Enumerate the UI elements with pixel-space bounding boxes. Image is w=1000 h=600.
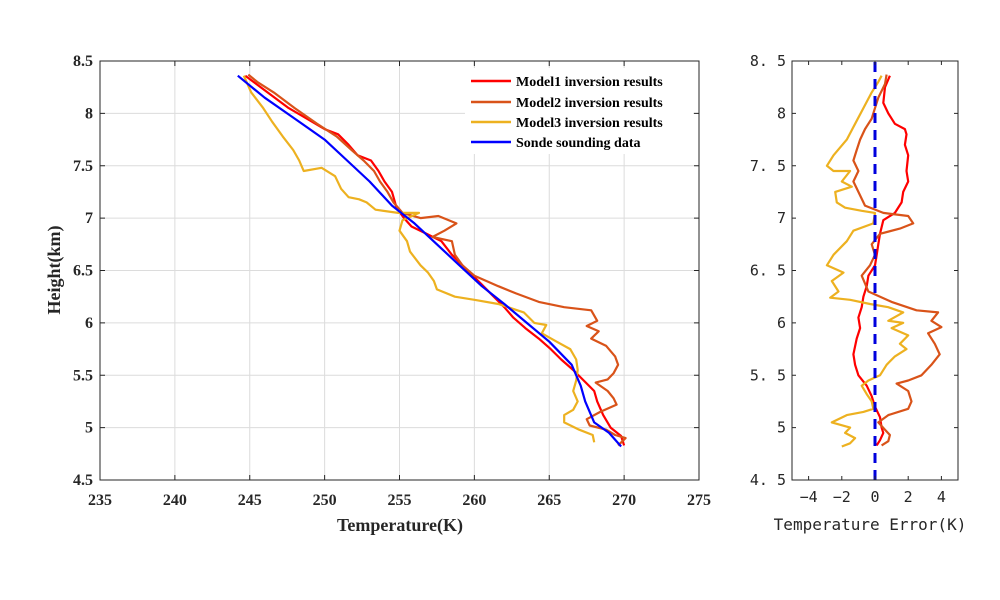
error-series-group (825, 61, 943, 480)
main-y-tick-label: 8.5 (73, 53, 93, 70)
legend: Model1 inversion results Model2 inversio… (465, 68, 693, 154)
main-y-tick-label: 8 (85, 105, 93, 122)
main-y-tick-label: 5.5 (73, 367, 93, 384)
main-x-tick-label: 260 (462, 492, 486, 509)
main-y-tick-label: 4.5 (73, 472, 93, 489)
main-x-tick-label: 235 (88, 492, 112, 509)
main-y-tick-label: 7 (85, 210, 93, 227)
main-y-axis-label: Height(km) (44, 226, 65, 315)
temperature-error-chart: −4 −2 0 2 4 4. 5 5 5. 5 6 6. 5 7 7. 5 8 8. 5 Tempera… (750, 52, 966, 534)
error-y-tick-label: 5 (777, 419, 786, 437)
main-ticks (99, 60, 700, 481)
temperature-profile-chart: 235 240 245 250 255 260 265 270 275 4.5 5 5.5 6 6.5 7… (44, 53, 711, 536)
main-y-tick-label: 6 (85, 315, 93, 332)
error-x-tick-labels: −4 −2 0 2 4 (800, 488, 946, 506)
error-y-tick-label: 6. 5 (750, 262, 786, 280)
legend-label-model3: Model3 inversion results (516, 116, 663, 131)
main-x-tick-label: 275 (687, 492, 711, 509)
error-x-tick-label: −4 (800, 488, 818, 506)
main-y-tick-label: 6.5 (73, 263, 93, 280)
error-series-model2 (852, 74, 943, 447)
error-y-tick-label: 7 (777, 209, 786, 227)
main-y-tick-labels: 4.5 5 5.5 6 6.5 7 7.5 8 8.5 (73, 53, 93, 489)
main-series-model1 (244, 74, 626, 446)
main-y-tick-label: 5 (85, 420, 93, 437)
error-x-tick-label: −2 (833, 488, 851, 506)
error-x-tick-label: 2 (904, 488, 913, 506)
main-y-tick-label: 7.5 (73, 158, 93, 175)
error-y-tick-label: 6 (777, 314, 786, 332)
main-x-tick-label: 240 (163, 492, 187, 509)
main-x-tick-label: 270 (612, 492, 636, 509)
error-y-tick-label: 4. 5 (750, 471, 786, 489)
error-x-tick-label: 4 (937, 488, 946, 506)
legend-label-sonde: Sonde sounding data (516, 136, 641, 151)
legend-box (465, 68, 693, 154)
main-series-sonde (237, 74, 622, 448)
legend-label-model1: Model1 inversion results (516, 75, 663, 90)
main-x-tick-label: 265 (537, 492, 561, 509)
error-series-model1 (852, 75, 910, 446)
error-y-tick-label: 5. 5 (750, 366, 786, 384)
error-x-axis-label: Temperature Error(K) (774, 515, 967, 534)
legend-label-model2: Model2 inversion results (516, 96, 663, 111)
main-x-tick-label: 255 (388, 492, 412, 509)
error-y-tick-label: 7. 5 (750, 157, 786, 175)
main-series-model2 (247, 73, 627, 447)
error-y-tick-label: 8 (777, 104, 786, 122)
main-x-tick-label: 245 (238, 492, 262, 509)
main-series-group (237, 73, 627, 448)
error-x-tick-label: 0 (870, 488, 879, 506)
main-x-tick-label: 250 (313, 492, 337, 509)
main-series-model3 (242, 75, 596, 443)
error-ticks (792, 60, 958, 481)
main-x-axis-label: Temperature(K) (337, 515, 463, 536)
main-x-tick-labels: 235 240 245 250 255 260 265 270 275 (88, 492, 711, 509)
error-series-model3 (825, 75, 910, 448)
error-y-tick-labels: 4. 5 5 5. 5 6 6. 5 7 7. 5 8 8. 5 (750, 52, 786, 489)
error-y-tick-label: 8. 5 (750, 52, 786, 70)
